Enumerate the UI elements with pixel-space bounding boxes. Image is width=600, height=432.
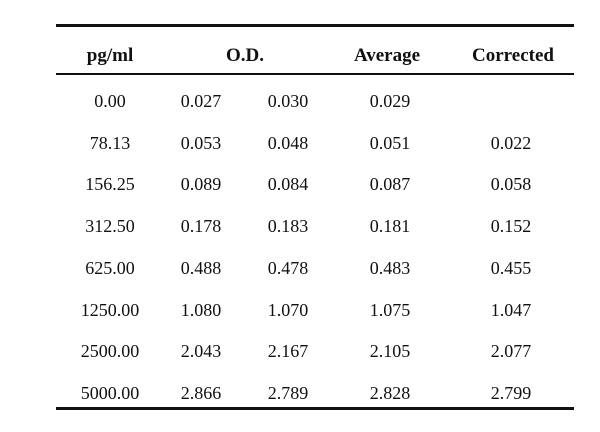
cell-od-1: 0.488 [180,258,222,278]
cell-corrected: 1.047 [490,300,532,320]
cell-concentration: 2500.00 [80,341,140,361]
header-rule [56,73,574,75]
header-od: O.D. [226,45,264,66]
table-bottom-rule [56,407,574,410]
cell-od-2: 0.478 [267,258,309,278]
cell-corrected: 2.799 [490,383,532,403]
cell-corrected: 0.455 [490,258,532,278]
cell-od-2: 0.048 [267,133,309,153]
cell-od-1: 0.027 [180,91,222,111]
cell-concentration: 625.00 [85,258,135,278]
cell-od-1: 1.080 [180,300,222,320]
cell-corrected: 0.152 [490,216,532,236]
table-top-rule [56,24,574,27]
header-concentration: pg/ml [86,45,134,66]
cell-average: 0.087 [369,174,411,194]
cell-average: 2.105 [369,341,411,361]
cell-average: 0.483 [369,258,411,278]
cell-od-2: 0.183 [267,216,309,236]
cell-concentration: 0.00 [94,91,126,111]
cell-concentration: 78.13 [89,133,131,153]
cell-average: 0.181 [369,216,411,236]
cell-od-1: 2.866 [180,383,222,403]
cell-od-2: 0.084 [267,174,309,194]
cell-od-1: 0.053 [180,133,222,153]
cell-concentration: 1250.00 [80,300,140,320]
cell-average: 1.075 [369,300,411,320]
cell-average: 2.828 [369,383,411,403]
cell-concentration: 312.50 [85,216,135,236]
cell-od-1: 0.178 [180,216,222,236]
cell-od-2: 1.070 [267,300,309,320]
cell-od-1: 2.043 [180,341,222,361]
cell-concentration: 156.25 [85,174,135,194]
header-average: Average [353,45,421,66]
cell-od-2: 2.167 [267,341,309,361]
cell-corrected: 0.058 [490,174,532,194]
cell-od-1: 0.089 [180,174,222,194]
header-corrected: Corrected [472,45,554,66]
cell-corrected: 0.022 [490,133,532,153]
cell-average: 0.029 [369,91,411,111]
cell-corrected: 2.077 [490,341,532,361]
cell-average: 0.051 [369,133,411,153]
cell-od-2: 2.789 [267,383,309,403]
cell-concentration: 5000.00 [80,383,140,403]
cell-od-2: 0.030 [267,91,309,111]
